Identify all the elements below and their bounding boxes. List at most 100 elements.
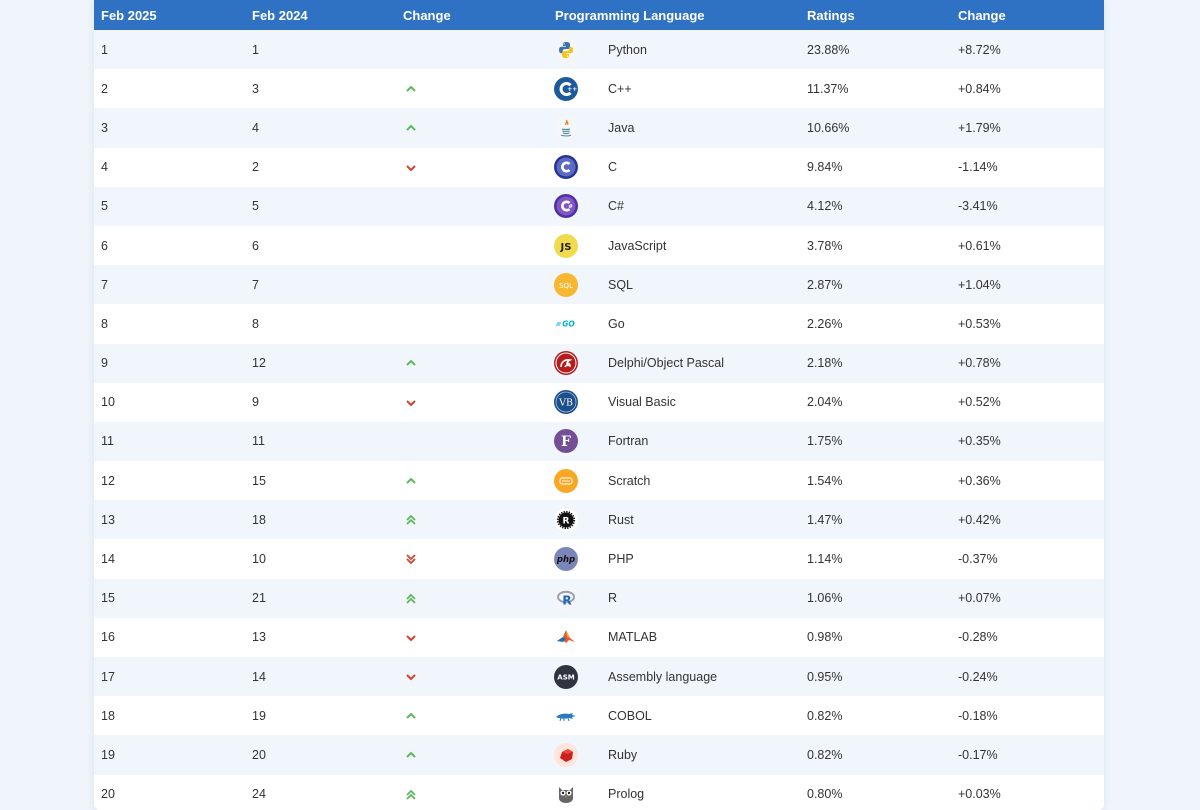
header-programming-language[interactable]: Programming Language <box>555 7 705 23</box>
language-name[interactable]: SQL <box>608 277 634 292</box>
language-name[interactable]: Fortran <box>608 434 649 449</box>
rating-change: +0.36% <box>958 473 1001 488</box>
rank-current: 10 <box>101 395 115 410</box>
table-row[interactable]: 8 8 GO Go 2.26% +0.53% <box>94 304 1104 344</box>
language-logo-cell: SQL <box>548 265 608 304</box>
language-name[interactable]: Scratch <box>608 473 651 488</box>
table-row[interactable]: 6 6 JS JavaScript 3.78% +0.61% <box>94 225 1104 266</box>
rating-change: +0.84% <box>958 81 1001 96</box>
double-arrow-up-icon <box>404 592 418 606</box>
rank-change <box>396 618 548 657</box>
rating-change: +8.72% <box>958 42 1001 57</box>
language-name[interactable]: COBOL <box>608 708 652 723</box>
rank-previous: 19 <box>252 708 266 723</box>
table-row[interactable]: 14 10 php PHP 1.14% -0.37% <box>94 539 1104 579</box>
table-row[interactable]: 5 5 # C# 4.12% -3.41% <box>94 186 1104 226</box>
rank-previous: 24 <box>252 787 266 802</box>
r-icon: R <box>554 586 578 611</box>
rank-previous: 6 <box>252 238 259 253</box>
rank-current: 17 <box>101 669 115 684</box>
language-name[interactable]: Delphi/Object Pascal <box>608 356 725 371</box>
language-name[interactable]: Ruby <box>608 747 638 762</box>
table-row[interactable]: 2 3 ++ C++ 11.37% +0.84% <box>94 69 1104 109</box>
table-row[interactable]: 11 11 F Fortran 1.75% +0.35% <box>94 421 1104 462</box>
c-icon <box>554 155 578 180</box>
language-name[interactable]: JavaScript <box>608 238 667 253</box>
table-row[interactable]: 4 2 C 9.84% -1.14% <box>94 147 1104 187</box>
header-feb-2024[interactable]: Feb 2024 <box>252 7 308 23</box>
table-row[interactable]: 7 7 SQL SQL 2.87% +1.04% <box>94 265 1104 305</box>
rank-current: 5 <box>101 199 108 214</box>
rank-current: 8 <box>101 316 108 331</box>
language-name[interactable]: Java <box>608 120 635 135</box>
rank-previous: 13 <box>252 630 266 645</box>
svg-text:VB: VB <box>558 398 573 409</box>
rating-change: +1.04% <box>958 277 1001 292</box>
table-row[interactable]: 13 18 R Rust 1.47% +0.42% <box>94 500 1104 540</box>
cobol-icon <box>554 703 578 728</box>
header-ratings[interactable]: Ratings <box>807 7 855 23</box>
table-row[interactable]: 3 4 Java 10.66% +1.79% <box>94 108 1104 148</box>
rank-current: 11 <box>101 434 114 449</box>
language-logo-cell: ASM <box>548 657 608 696</box>
rating-change: +0.03% <box>958 787 1001 802</box>
table-row[interactable]: 9 12 Delphi/Object Pascal 2.18% +0.78% <box>94 343 1104 383</box>
rank-change <box>396 422 548 461</box>
table-row[interactable]: 12 15 Scratch 1.54% +0.36% <box>94 461 1104 501</box>
language-logo-cell: R <box>548 579 608 618</box>
table-row[interactable]: 10 9 VB Visual Basic 2.04% +0.52% <box>94 382 1104 422</box>
language-logo-cell: R <box>548 500 608 539</box>
rating-change: +0.52% <box>958 395 1001 410</box>
language-logo-cell: GO <box>548 304 608 343</box>
language-name[interactable]: Assembly language <box>608 669 718 684</box>
rank-change <box>396 579 548 618</box>
php-icon: php <box>554 547 578 572</box>
table-row[interactable]: 17 14 ASM Assembly language 0.95% -0.24% <box>94 657 1104 697</box>
rank-change <box>396 187 548 226</box>
rating-value: 0.95% <box>807 669 843 684</box>
rating-value: 1.47% <box>807 512 843 527</box>
rank-current: 20 <box>101 787 115 802</box>
rank-change <box>396 383 548 422</box>
rank-change <box>396 344 548 383</box>
arrow-down-icon <box>404 631 418 645</box>
rank-change <box>396 775 548 810</box>
language-name[interactable]: R <box>608 591 618 606</box>
table-row[interactable]: 18 19 COBOL 0.82% -0.18% <box>94 696 1104 736</box>
language-name[interactable]: Go <box>608 316 625 331</box>
header-change-percent[interactable]: Change <box>958 7 1006 23</box>
language-name[interactable]: PHP <box>608 552 634 567</box>
svg-text:#: # <box>568 204 573 210</box>
language-name[interactable]: C# <box>608 199 624 214</box>
language-logo-cell: VB <box>548 383 608 422</box>
table-row[interactable]: 1 1 Python 23.88% +8.72% <box>94 30 1104 70</box>
rating-value: 4.12% <box>807 199 843 214</box>
table-row[interactable]: 19 20 Ruby 0.82% -0.17% <box>94 735 1104 775</box>
rank-current: 6 <box>101 238 108 253</box>
rating-change: -0.18% <box>958 708 998 723</box>
rank-current: 12 <box>101 473 115 488</box>
prolog-icon <box>554 782 578 807</box>
arrow-up-icon <box>404 709 418 723</box>
rating-value: 1.14% <box>807 552 843 567</box>
svg-text:R: R <box>563 516 570 526</box>
language-name[interactable]: C <box>608 160 618 175</box>
language-name[interactable]: MATLAB <box>608 630 658 645</box>
rank-previous: 21 <box>252 591 266 606</box>
language-name[interactable]: Rust <box>608 512 634 527</box>
rating-value: 2.87% <box>807 277 843 292</box>
ranking-table: Feb 2025 Feb 2024 Change Programming Lan… <box>94 0 1104 810</box>
language-logo-cell <box>548 775 608 810</box>
header-change[interactable]: Change <box>403 7 451 23</box>
rating-value: 1.75% <box>807 434 843 449</box>
table-row[interactable]: 16 13 MATLAB 0.98% -0.28% <box>94 617 1104 657</box>
table-row[interactable]: 20 24 Prolog 0.80% +0.03% <box>94 774 1104 810</box>
table-row[interactable]: 15 21 R R 1.06% +0.07% <box>94 578 1104 618</box>
language-name[interactable]: C++ <box>608 81 632 96</box>
language-name[interactable]: Python <box>608 42 647 57</box>
language-name[interactable]: Visual Basic <box>608 395 676 410</box>
rating-value: 2.26% <box>807 316 843 331</box>
language-name[interactable]: Prolog <box>608 787 645 802</box>
arrow-up-icon <box>404 121 418 135</box>
header-feb-2025[interactable]: Feb 2025 <box>101 7 157 23</box>
